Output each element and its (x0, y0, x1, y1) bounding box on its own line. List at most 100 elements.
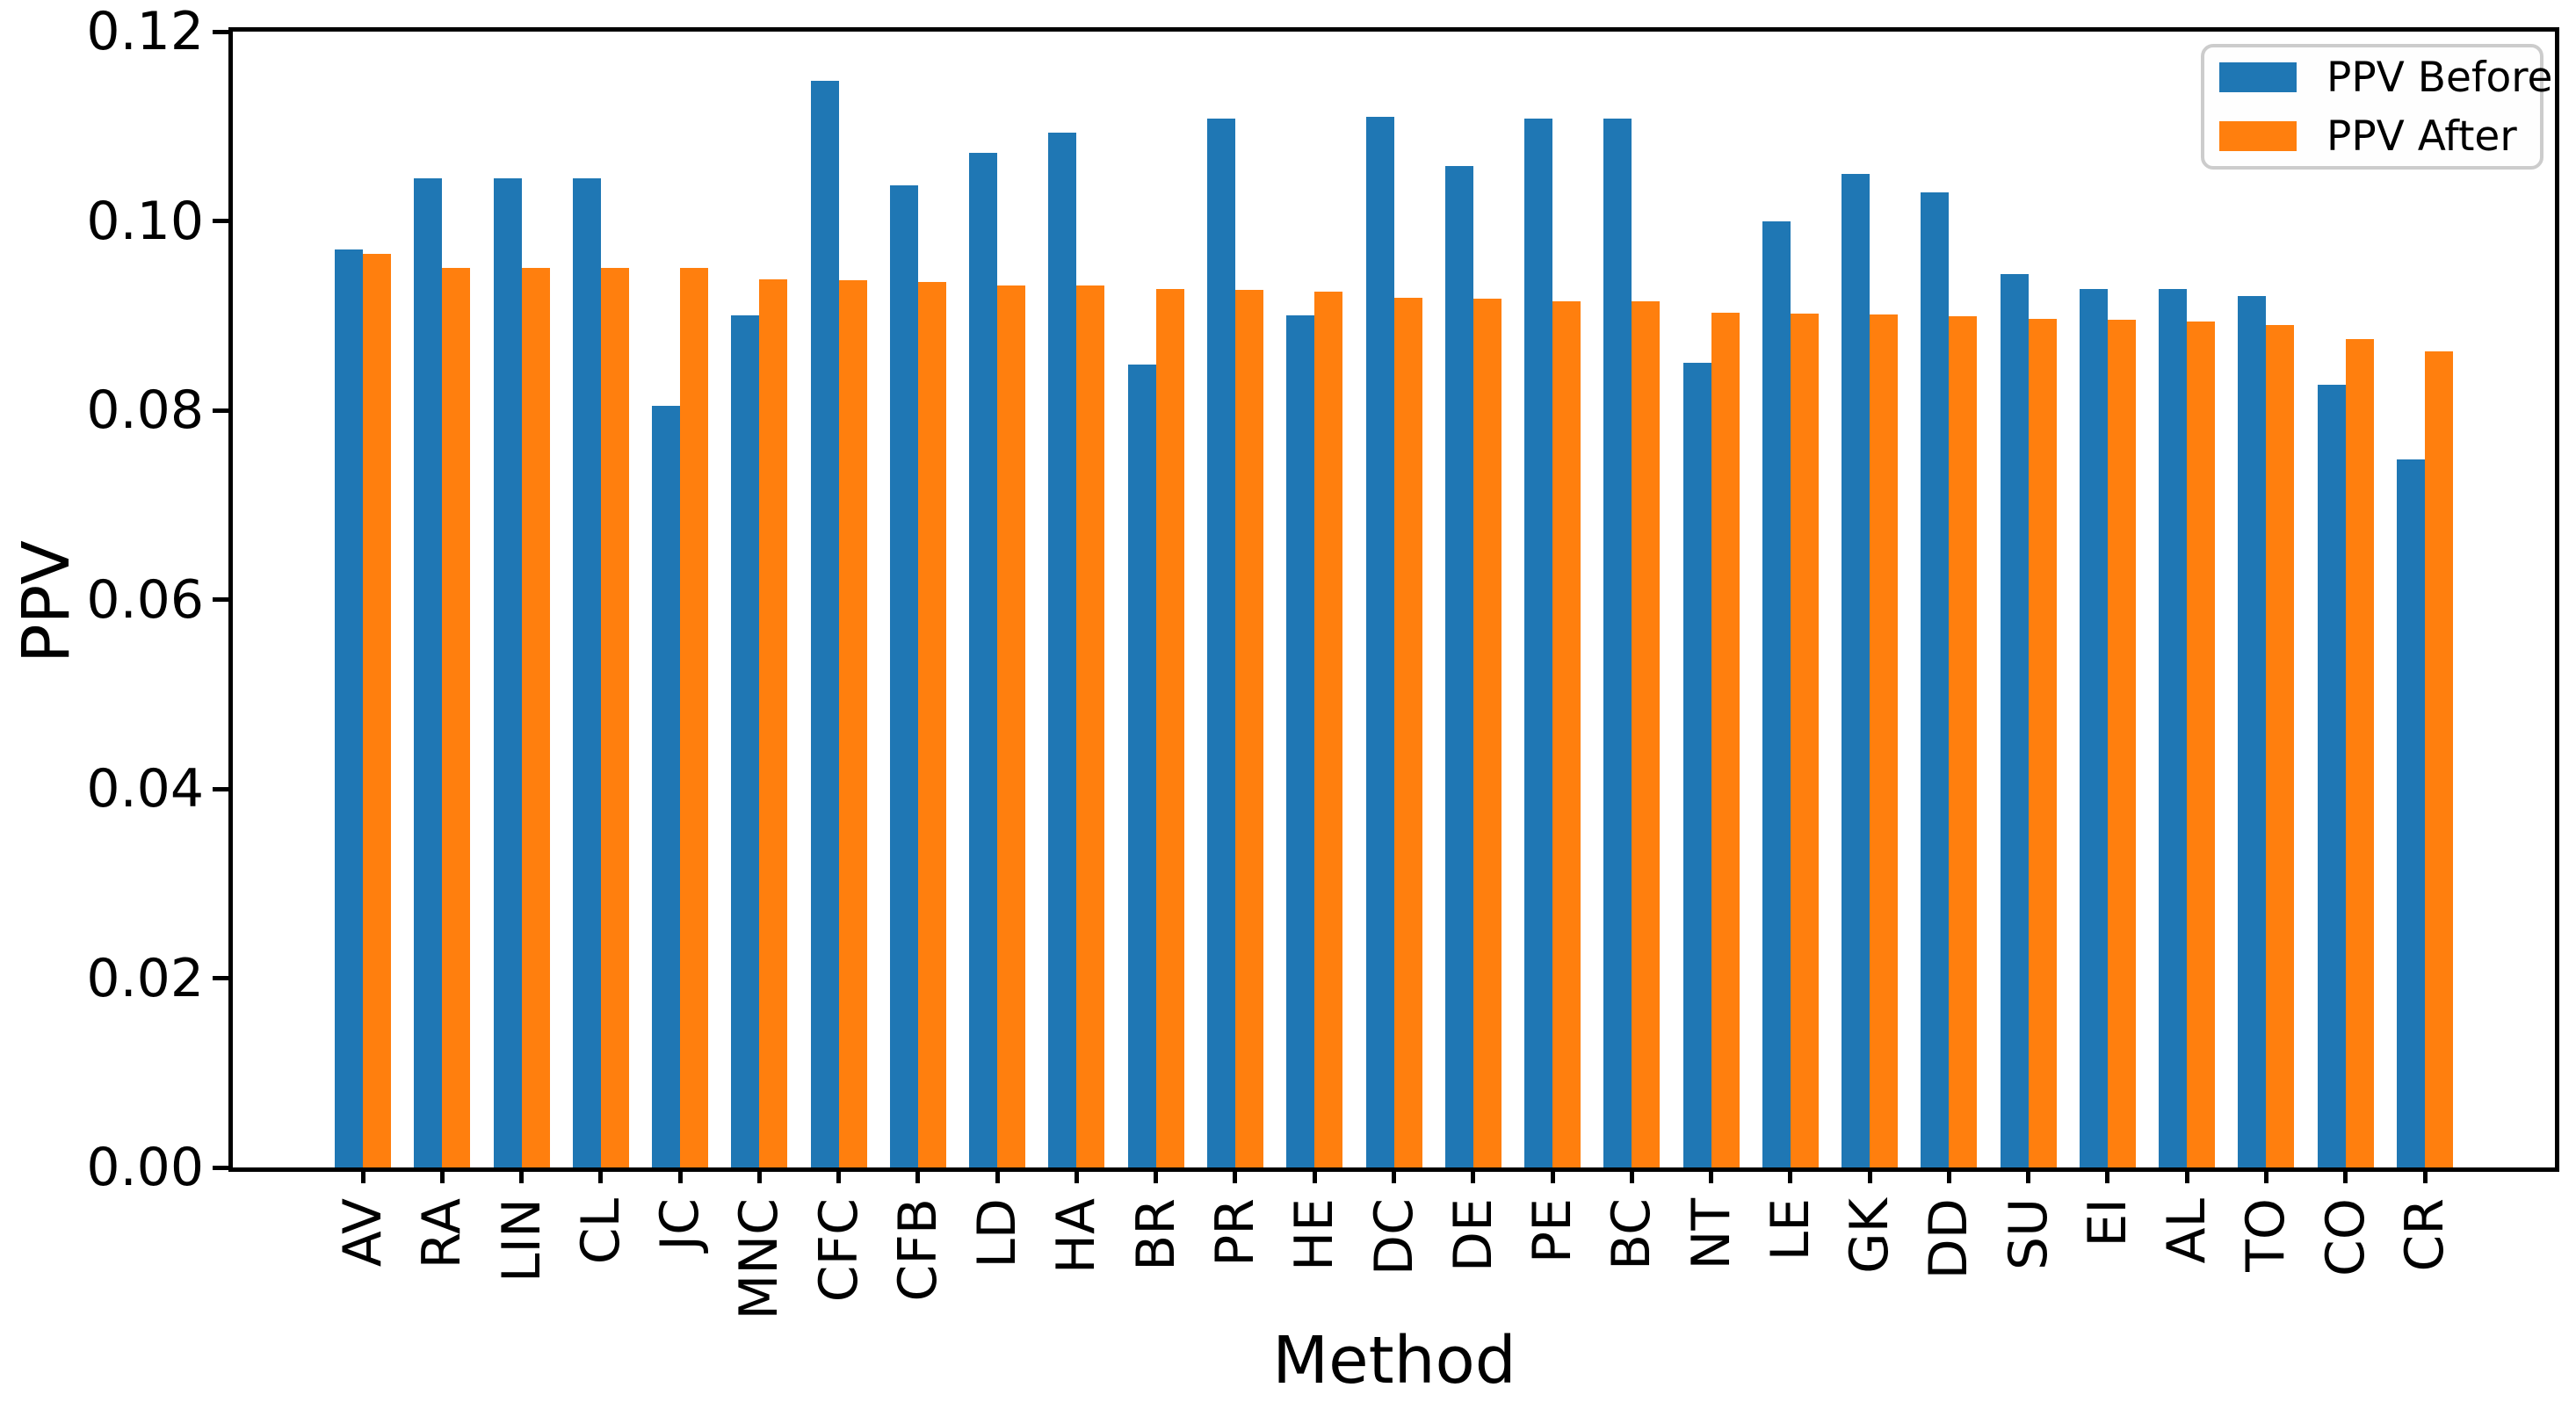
legend-item-after: PPV After (2219, 116, 2526, 157)
x-tick-label-he: HE (1284, 1198, 1346, 1272)
bar-pe-after (1552, 301, 1581, 1167)
x-tick-label-pe: PE (1522, 1198, 1584, 1264)
bar-cfc-before (810, 81, 839, 1167)
y-tick (213, 1165, 228, 1170)
x-tick (519, 1167, 525, 1183)
x-tick (915, 1167, 921, 1183)
bar-co-before (2317, 384, 2346, 1167)
x-tick (1074, 1167, 1079, 1183)
legend-swatch-after (2219, 121, 2297, 151)
y-axis-title: PPV (9, 540, 84, 663)
bar-bc-after (1632, 301, 1661, 1167)
legend-swatch-before (2219, 62, 2297, 92)
x-tick (995, 1167, 1000, 1183)
x-tick-label-le: LE (1759, 1198, 1821, 1261)
legend-label-after: PPV After (2326, 112, 2517, 161)
bar-de-after (1473, 298, 1501, 1167)
legend-label-before: PPV Before (2326, 53, 2553, 102)
x-tick (1709, 1167, 1714, 1183)
x-tick-label-bc: BC (1601, 1198, 1663, 1271)
x-tick-label-su: SU (1997, 1198, 2059, 1271)
y-tick (213, 597, 228, 602)
bar-gk-before (1842, 173, 1870, 1167)
bar-cl-after (600, 268, 629, 1167)
bar-nt-after (1711, 313, 1740, 1167)
bar-su-before (2000, 273, 2029, 1167)
y-tick-label-0.12: 0.12 (86, 1, 204, 62)
bar-to-before (2238, 295, 2267, 1167)
bar-pr-after (1234, 290, 1263, 1167)
bar-to-after (2266, 325, 2295, 1167)
y-tick-label-0.06: 0.06 (86, 568, 204, 631)
x-tick (439, 1167, 445, 1183)
x-tick-label-nt: NT (1680, 1198, 1742, 1270)
x-tick-label-ra: RA (411, 1198, 474, 1269)
x-tick (1867, 1167, 1872, 1183)
bar-he-after (1314, 292, 1343, 1167)
x-tick (1154, 1167, 1159, 1183)
y-tick-label-0.08: 0.08 (86, 379, 204, 441)
bar-jc-before (652, 405, 681, 1167)
x-tick (836, 1167, 842, 1183)
y-tick-label-0.04: 0.04 (86, 758, 204, 820)
bar-de-before (1444, 166, 1473, 1167)
y-tick (213, 976, 228, 980)
y-tick-label-0.10: 0.10 (86, 190, 204, 252)
plot-area (233, 32, 2555, 1167)
x-tick-label-de: DE (1442, 1198, 1504, 1273)
bar-dc-before (1365, 117, 1394, 1167)
bar-gk-after (1870, 314, 1899, 1167)
x-tick (1550, 1167, 1555, 1183)
bar-ra-before (414, 178, 443, 1167)
x-tick-label-av: AV (332, 1198, 394, 1268)
x-tick-label-dc: DC (1363, 1198, 1425, 1276)
bar-cl-before (572, 178, 601, 1167)
bar-al-after (2187, 321, 2216, 1167)
x-tick (360, 1167, 365, 1183)
x-tick (2184, 1167, 2189, 1183)
bar-nt-before (1682, 363, 1711, 1167)
x-tick-label-lin: LIN (490, 1198, 553, 1283)
x-tick (598, 1167, 604, 1183)
x-tick (2026, 1167, 2031, 1183)
x-tick (1629, 1167, 1634, 1183)
x-tick-label-cl: CL (569, 1198, 632, 1265)
x-tick (1471, 1167, 1476, 1183)
x-tick-label-al: AL (2156, 1198, 2218, 1264)
bar-cr-before (2397, 459, 2426, 1167)
bar-ha-before (1048, 133, 1077, 1167)
x-tick-label-br: BR (1125, 1198, 1187, 1271)
bar-ha-after (1076, 285, 1105, 1167)
x-tick (1392, 1167, 1396, 1183)
bar-lin-after (521, 268, 550, 1167)
x-tick-label-pr: PR (1204, 1198, 1266, 1267)
y-tick (213, 219, 228, 223)
bar-dd-after (1949, 316, 1978, 1167)
x-tick-label-ha: HA (1046, 1198, 1108, 1275)
bar-bc-before (1603, 119, 1632, 1167)
bar-av-before (335, 249, 363, 1167)
bar-ei-after (2107, 319, 2136, 1167)
bar-al-before (2159, 289, 2188, 1167)
bar-cr-after (2425, 351, 2454, 1167)
legend-item-before: PPV Before (2219, 57, 2552, 98)
x-tick (1946, 1167, 1951, 1183)
x-tick (2263, 1167, 2268, 1183)
x-tick-label-jc: JC (649, 1198, 712, 1251)
x-tick-label-co: CO (2314, 1198, 2377, 1277)
x-tick-label-dd: DD (1918, 1198, 1980, 1280)
bar-cfb-after (917, 281, 946, 1167)
bar-le-before (1762, 220, 1791, 1167)
bar-cfc-after (838, 280, 867, 1167)
bar-dd-before (1921, 192, 1950, 1167)
bar-le-after (1790, 314, 1819, 1167)
bar-su-after (2028, 318, 2057, 1167)
legend: PPV Before PPV After (2201, 44, 2552, 170)
x-tick-label-to: TO (2235, 1198, 2297, 1272)
bar-br-after (1155, 289, 1184, 1167)
y-tick (213, 408, 228, 413)
x-tick-label-ei: EI (2076, 1198, 2138, 1247)
x-tick (677, 1167, 683, 1183)
bar-pr-before (1206, 119, 1235, 1167)
